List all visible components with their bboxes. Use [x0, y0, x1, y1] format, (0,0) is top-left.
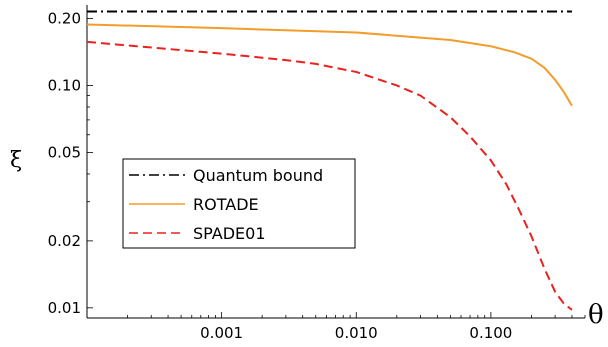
x-tick-label: 0.010	[335, 324, 378, 342]
legend: Quantum bound ROTADE SPADE01	[122, 158, 356, 249]
axes: 0.001 0.010 0.100 0.01 0.02 0.05 0.10 0.20	[48, 5, 586, 342]
x-tick-label: 0.100	[469, 324, 512, 342]
series-layer	[86, 10, 573, 311]
x-axis-label: θ	[588, 300, 604, 330]
y-tick-label: 0.10	[48, 76, 81, 94]
y-axis-label: ξ	[10, 148, 22, 173]
legend-label: SPADE01	[193, 224, 266, 243]
series-line-spade01	[86, 40, 573, 311]
x-tick-label: 0.001	[200, 324, 243, 342]
legend-label: Quantum bound	[193, 166, 323, 185]
y-tick-label: 0.01	[48, 299, 81, 317]
legend-label: ROTADE	[193, 195, 259, 214]
series-line-rotade	[86, 23, 573, 107]
y-tick-label: 0.05	[48, 143, 81, 161]
y-tick-label: 0.02	[48, 232, 81, 250]
y-tick-label: 0.20	[48, 9, 81, 27]
